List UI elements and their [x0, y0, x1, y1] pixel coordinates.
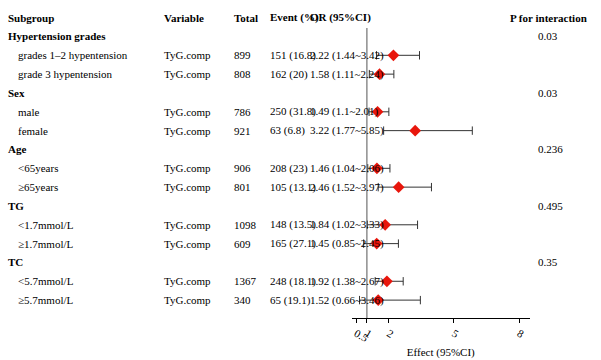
svg-text:Hypertension grades: Hypertension grades: [8, 30, 106, 42]
svg-text:female: female: [18, 125, 48, 137]
svg-text:TyG.comp: TyG.comp: [164, 68, 211, 80]
svg-text:OR (95%CI): OR (95%CI): [310, 11, 371, 24]
svg-text:801: 801: [234, 181, 251, 193]
svg-text:906: 906: [234, 162, 251, 174]
svg-text:0.5: 0.5: [352, 327, 370, 345]
svg-text:1.92 (1.38~2.67): 1.92 (1.38~2.67): [310, 275, 384, 288]
svg-text:1.84 (1.02~3.33): 1.84 (1.02~3.33): [310, 218, 384, 231]
svg-text:Age: Age: [8, 143, 26, 155]
svg-text:1.49 (1.1~2.01): 1.49 (1.1~2.01): [310, 105, 379, 118]
svg-text:8: 8: [515, 327, 526, 340]
svg-text:0.03: 0.03: [538, 30, 558, 42]
svg-text:≥5.7mmol/L: ≥5.7mmol/L: [18, 294, 74, 306]
svg-text:0.03: 0.03: [538, 87, 558, 99]
svg-text:TyG.comp: TyG.comp: [164, 106, 211, 118]
svg-text:921: 921: [234, 125, 251, 137]
svg-text:Total: Total: [234, 12, 258, 24]
svg-text:≥65years: ≥65years: [18, 181, 58, 193]
svg-text:male: male: [18, 106, 39, 118]
svg-text:208 (23): 208 (23): [270, 162, 308, 175]
svg-text:1.52 (0.66~3.46): 1.52 (0.66~3.46): [310, 294, 384, 307]
svg-text:Variable: Variable: [164, 12, 204, 24]
svg-text:TyG.comp: TyG.comp: [164, 49, 211, 61]
svg-text:2.46 (1.52~3.97): 2.46 (1.52~3.97): [310, 181, 384, 194]
svg-text:0.495: 0.495: [538, 200, 563, 212]
svg-text:TyG.comp: TyG.comp: [164, 294, 211, 306]
svg-text:grade 3 hypentension: grade 3 hypentension: [18, 68, 113, 80]
svg-text:TyG.comp: TyG.comp: [164, 162, 211, 174]
svg-text:609: 609: [234, 238, 251, 250]
svg-text:808: 808: [234, 68, 251, 80]
svg-text:0.236: 0.236: [538, 143, 563, 155]
svg-text:340: 340: [234, 294, 251, 306]
svg-text:1: 1: [363, 327, 374, 340]
svg-text:1.46 (1.04~2.06): 1.46 (1.04~2.06): [310, 162, 384, 175]
svg-text:TyG.comp: TyG.comp: [164, 219, 211, 231]
svg-text:P for interaction: P for interaction: [510, 12, 587, 24]
svg-text:151 (16.8): 151 (16.8): [270, 49, 316, 62]
svg-text:5: 5: [450, 327, 461, 340]
svg-text:<65years: <65years: [18, 162, 58, 174]
svg-text:1367: 1367: [234, 275, 257, 287]
svg-text:2.22 (1.44~3.42): 2.22 (1.44~3.42): [310, 49, 384, 62]
svg-text:TyG.comp: TyG.comp: [164, 238, 211, 250]
svg-text:250 (31.8): 250 (31.8): [270, 105, 316, 118]
svg-text:3.22 (1.77~5.85): 3.22 (1.77~5.85): [310, 124, 384, 137]
svg-text:105 (13.1): 105 (13.1): [270, 181, 316, 194]
svg-text:899: 899: [234, 49, 251, 61]
svg-text:TyG.comp: TyG.comp: [164, 275, 211, 287]
svg-text:162 (20): 162 (20): [270, 68, 308, 81]
svg-text:TG: TG: [8, 200, 24, 212]
svg-text:grades 1–2 hypentension: grades 1–2 hypentension: [18, 49, 128, 61]
svg-text:TyG.comp: TyG.comp: [164, 125, 211, 137]
svg-text:Event (%): Event (%): [270, 11, 319, 24]
svg-text:248 (18.1): 248 (18.1): [270, 275, 316, 288]
svg-text:Sex: Sex: [8, 87, 25, 99]
svg-text:<5.7mmol/L: <5.7mmol/L: [18, 275, 74, 287]
svg-text:1.45 (0.85~2.45): 1.45 (0.85~2.45): [310, 237, 384, 250]
svg-text:786: 786: [234, 106, 251, 118]
svg-text:Subgroup: Subgroup: [8, 12, 54, 24]
svg-text:<1.7mmol/L: <1.7mmol/L: [18, 219, 74, 231]
svg-text:1098: 1098: [234, 219, 257, 231]
svg-text:148 (13.5): 148 (13.5): [270, 218, 316, 231]
svg-text:TyG.comp: TyG.comp: [164, 181, 211, 193]
svg-text:63 (6.8): 63 (6.8): [270, 124, 305, 137]
svg-text:165 (27.1): 165 (27.1): [270, 237, 316, 250]
svg-text:0.35: 0.35: [538, 256, 558, 268]
svg-text:Effect (95%CI): Effect (95%CI): [407, 346, 475, 359]
svg-text:65 (19.1): 65 (19.1): [270, 294, 311, 307]
svg-text:TC: TC: [8, 256, 23, 268]
svg-text:2: 2: [385, 327, 396, 340]
svg-text:1.58 (1.11~2.24): 1.58 (1.11~2.24): [310, 68, 384, 81]
svg-text:≥1.7mmol/L: ≥1.7mmol/L: [18, 238, 74, 250]
